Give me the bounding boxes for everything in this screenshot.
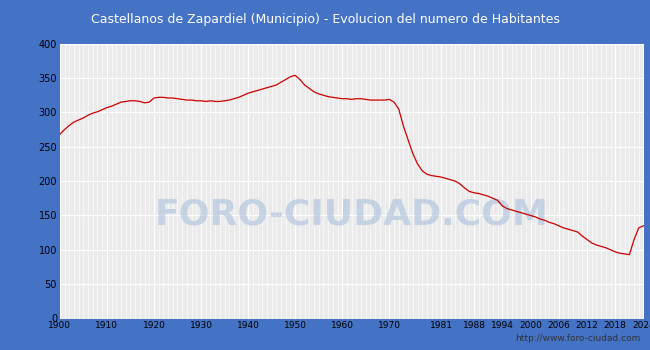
Text: http://www.foro-ciudad.com: http://www.foro-ciudad.com (515, 335, 640, 343)
Text: FORO-CIUDAD.COM: FORO-CIUDAD.COM (155, 197, 549, 231)
Text: Castellanos de Zapardiel (Municipio) - Evolucion del numero de Habitantes: Castellanos de Zapardiel (Municipio) - E… (90, 13, 560, 26)
